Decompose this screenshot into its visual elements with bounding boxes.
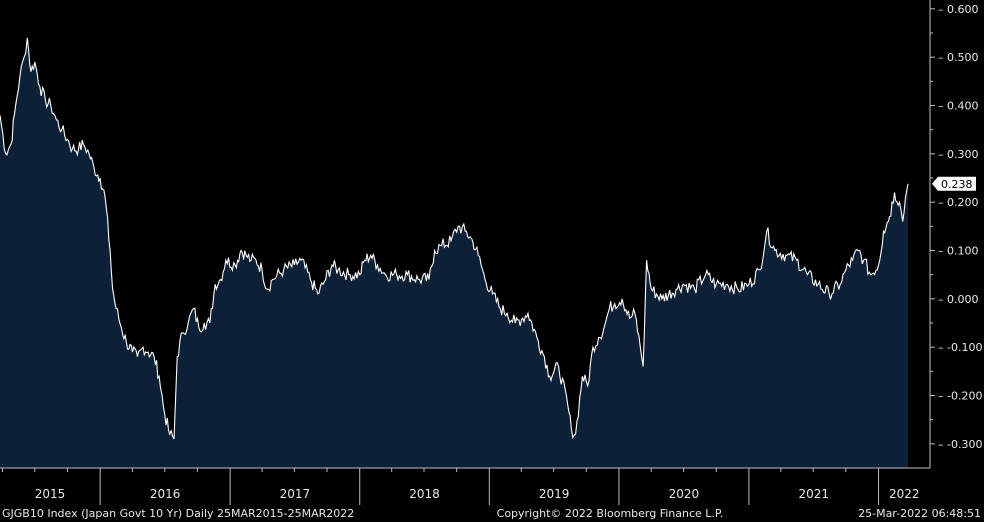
area-layer	[0, 37, 909, 469]
series-area-fill	[0, 37, 908, 469]
x-tick-label: 2017	[280, 487, 311, 501]
y-tick-label: – 0.500	[938, 51, 979, 64]
x-tick-label: 2022	[889, 487, 920, 501]
footer: GJGB10 Index (Japan Govt 10 Yr) Daily 25…	[2, 507, 981, 520]
y-tick-label: – -0.100	[938, 341, 982, 354]
series-line	[0, 37, 909, 440]
y-tick-label: – 0.000	[938, 293, 979, 306]
x-tick-label: 2021	[798, 487, 829, 501]
y-tick-label: – 0.600	[938, 3, 979, 16]
y-tick-label: – 0.300	[938, 148, 979, 161]
footer-timestamp: 25-Mar-2022 06:48:51	[858, 507, 981, 520]
x-tick-label: 2016	[150, 487, 181, 501]
last-value-marker: 0.238	[932, 176, 976, 191]
x-tick-label: 2018	[409, 487, 440, 501]
x-tick-label: 2015	[35, 487, 66, 501]
last-value-label: 0.238	[941, 178, 973, 191]
x-tick-label: 2019	[539, 487, 570, 501]
y-tick-label: – -0.300	[938, 438, 982, 451]
y-tick-label: – 0.100	[938, 245, 979, 258]
x-tick-label: 2020	[669, 487, 700, 501]
y-tick-label: – 0.200	[938, 196, 979, 209]
last-value-box	[932, 176, 976, 191]
footer-copyright: Copyright© 2022 Bloomberg Finance L.P.	[497, 507, 724, 520]
axis-layer: – 0.600 – 0.500 – 0.400 – 0.300 – 0.200 – 0.1…	[0, 0, 982, 505]
y-tick-label: – 0.400	[938, 100, 979, 113]
y-tick-label: – -0.200	[938, 390, 982, 403]
footer-security-info: GJGB10 Index (Japan Govt 10 Yr) Daily 25…	[2, 507, 354, 520]
